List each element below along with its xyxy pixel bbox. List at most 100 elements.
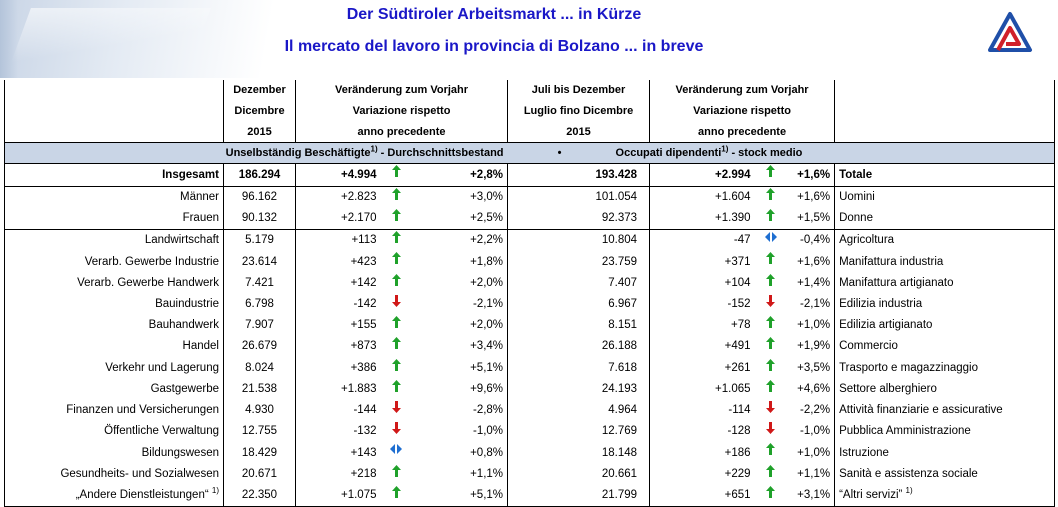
trend-cell (381, 421, 412, 442)
table-row: Handel 26.679 +873 +3,4% 26.188 +491 +1,9% Comm… (4, 336, 1056, 358)
row-label-italian: Istruzione (834, 442, 1056, 464)
change-percent-2: -0,4% (786, 229, 835, 252)
change-percent-2: +1,0% (797, 446, 831, 459)
arrow-up-icon (766, 164, 776, 185)
change-percent-2: +1,5% (797, 212, 831, 225)
trend-cell-2 (755, 421, 787, 442)
col-header-variazione: Variazione rispetto (294, 100, 508, 122)
value-december: 21.538 (223, 378, 296, 400)
trend-cell-2 (755, 315, 787, 336)
row-label-italian: Totale (834, 163, 1056, 187)
col-header-year-2: 2015 (507, 121, 650, 143)
change-absolute-2: +229 (649, 463, 755, 485)
trend-cell (380, 229, 412, 252)
value-december: 7.907 (223, 315, 296, 337)
trend-cell (381, 336, 412, 357)
arrow-up-icon (766, 358, 776, 379)
value-july-december: 7.618 (507, 357, 650, 379)
arrow-up-icon (391, 273, 401, 294)
row-label-italian: Uomini (834, 186, 1056, 208)
arrow-up-icon (391, 251, 401, 272)
triangle-logo-icon (988, 12, 1032, 52)
change-percent: +9,6% (470, 382, 504, 395)
row-label-german: Öffentliche Verwaltung (4, 421, 224, 443)
row-label-italian: Settore alberghiero (834, 378, 1056, 400)
value-december: 90.132 (223, 207, 296, 230)
row-label-german: Gastgewerbe (4, 378, 224, 400)
row-label-german: Verarb. Gewerbe Handwerk (4, 272, 224, 294)
col-header-variazione-2: Variazione rispetto (649, 100, 835, 122)
value-july-december: 20.661 (507, 463, 650, 485)
change-percent: +5,1% (411, 484, 508, 507)
trend-cell-2 (754, 163, 787, 187)
change-percent-2: +3,5% (797, 361, 831, 374)
value-july-december: 193.428 (507, 163, 650, 187)
change-percent: +0,8% (470, 446, 504, 459)
trend-cell-2 (755, 186, 787, 208)
value-july-december: 26.188 (507, 336, 650, 358)
change-absolute: -142 (295, 293, 381, 316)
change-absolute: +423 (295, 251, 381, 273)
arrow-up-icon (766, 485, 776, 506)
arrow-up-icon (391, 464, 401, 485)
change-percent-2: +1,4% (797, 276, 831, 289)
change-percent-2: -2,1% (800, 298, 831, 311)
arrow-up-icon (391, 379, 401, 400)
value-july-december: 101.054 (507, 186, 650, 208)
change-percent-2: +4,6% (797, 382, 831, 395)
change-absolute: +386 (295, 357, 381, 379)
header-background (0, 0, 330, 78)
trend-cell-2 (755, 251, 787, 272)
subheader-bullet: • (507, 142, 612, 165)
table-row: Gastgewerbe 21.538 +1.883 +9,6% 24.193 +1.065… (4, 378, 1056, 400)
row-label-italian: Donne (834, 207, 1056, 230)
row-label-german: Frauen (4, 207, 224, 230)
value-december: 8.024 (223, 357, 296, 379)
row-label-german: „Andere Dienstleistungen“ 1) (4, 484, 224, 507)
value-july-december: 4.964 (507, 399, 650, 422)
arrow-up-icon (391, 315, 401, 336)
value-july-december: 6.967 (507, 293, 650, 316)
row-label-italian: Edilizia industria (834, 293, 1056, 316)
trend-cell-2 (755, 336, 787, 357)
change-absolute-2: -152 (649, 293, 755, 316)
value-december: 5.179 (223, 229, 296, 252)
change-percent: -2,8% (472, 404, 504, 417)
table-row: Verarb. Gewerbe Handwerk 7.421 +142 +2,0% 7.… (4, 272, 1056, 294)
change-absolute: +2.170 (295, 207, 381, 230)
table-row: Gesundheits- und Sozialwesen 20.671 +218 +1… (4, 463, 1056, 485)
row-label-italian: Pubblica Amministrazione (834, 421, 1056, 443)
trend-cell-2 (755, 358, 787, 379)
arrow-up-icon (766, 315, 776, 336)
change-percent: +2,8% (411, 163, 508, 187)
trend-cell-2 (755, 442, 787, 463)
subheader-row: Unselbständig Beschäftigte1) - Durchschn… (3, 142, 1056, 165)
trend-cell-2 (755, 400, 787, 421)
change-absolute-2: +78 (649, 315, 755, 337)
row-label-italian: Trasporto e magazzinaggio (834, 357, 1056, 379)
column-header-row-1: Dezember Veränderung zum Vorjahr Juli bi… (4, 80, 1056, 101)
value-december: 20.671 (223, 463, 296, 485)
change-percent-2: -2,2% (800, 404, 831, 417)
col-header-luglio-dicembre: Luglio fino Dicembre (507, 100, 650, 122)
value-july-december: 12.769 (507, 421, 650, 443)
change-absolute: +113 (295, 229, 381, 252)
change-absolute: +218 (295, 463, 381, 485)
arrow-down-icon (766, 400, 776, 421)
change-absolute: +1.883 (295, 378, 381, 400)
change-absolute: +4.994 (295, 163, 381, 187)
arrow-up-icon (391, 231, 401, 251)
column-header-row-3: 2015 anno precedente 2015 anno precedent… (4, 121, 1056, 143)
trend-cell (381, 442, 412, 463)
change-absolute-2: +651 (649, 484, 755, 507)
change-absolute-2: +104 (649, 272, 755, 294)
change-absolute-2: -128 (649, 421, 755, 443)
row-label-german: Männer (4, 186, 224, 208)
change-absolute: +155 (295, 315, 381, 337)
row-label-italian: Sanità e assistenza sociale (834, 463, 1056, 485)
arrow-down-icon (766, 294, 776, 315)
row-label-italian: Edilizia artigianato (834, 315, 1056, 337)
change-absolute: +2.823 (295, 186, 381, 208)
value-july-december: 21.799 (507, 484, 650, 507)
row-label-german: Bildungswesen (4, 442, 224, 464)
